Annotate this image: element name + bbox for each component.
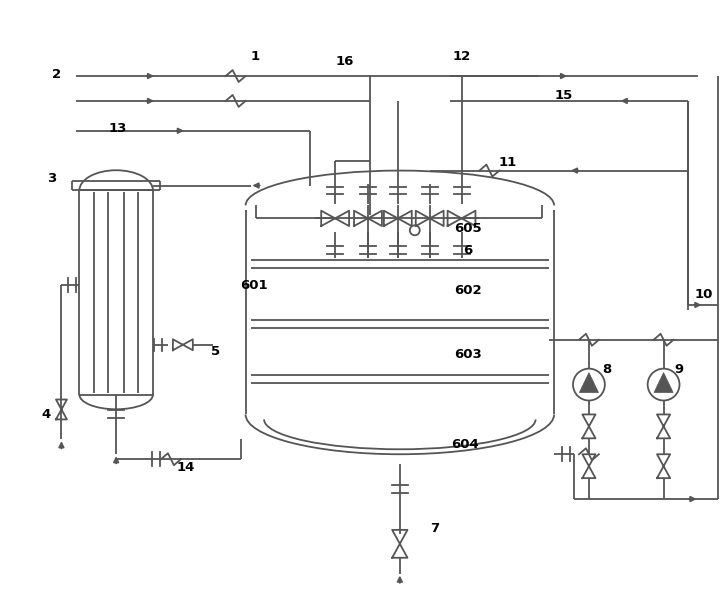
Text: 14: 14 bbox=[177, 461, 195, 474]
Text: 10: 10 bbox=[695, 289, 713, 302]
Text: 603: 603 bbox=[454, 348, 481, 361]
Text: 15: 15 bbox=[555, 90, 573, 102]
Text: 601: 601 bbox=[240, 279, 267, 292]
Polygon shape bbox=[654, 373, 673, 392]
Text: 1: 1 bbox=[251, 49, 260, 62]
Text: 7: 7 bbox=[430, 522, 439, 535]
Text: 12: 12 bbox=[452, 49, 471, 62]
Text: 13: 13 bbox=[109, 123, 127, 135]
Text: 5: 5 bbox=[211, 345, 221, 358]
Text: 6: 6 bbox=[463, 244, 472, 257]
Text: 3: 3 bbox=[47, 172, 56, 185]
Text: 602: 602 bbox=[454, 283, 481, 296]
Text: 604: 604 bbox=[451, 438, 478, 451]
Text: 16: 16 bbox=[336, 55, 355, 68]
Text: 4: 4 bbox=[42, 408, 51, 421]
Text: 9: 9 bbox=[674, 363, 683, 376]
Text: 8: 8 bbox=[602, 363, 612, 376]
Text: 11: 11 bbox=[498, 156, 516, 169]
Text: 2: 2 bbox=[52, 68, 61, 81]
Text: 605: 605 bbox=[454, 222, 481, 235]
Polygon shape bbox=[579, 373, 598, 392]
